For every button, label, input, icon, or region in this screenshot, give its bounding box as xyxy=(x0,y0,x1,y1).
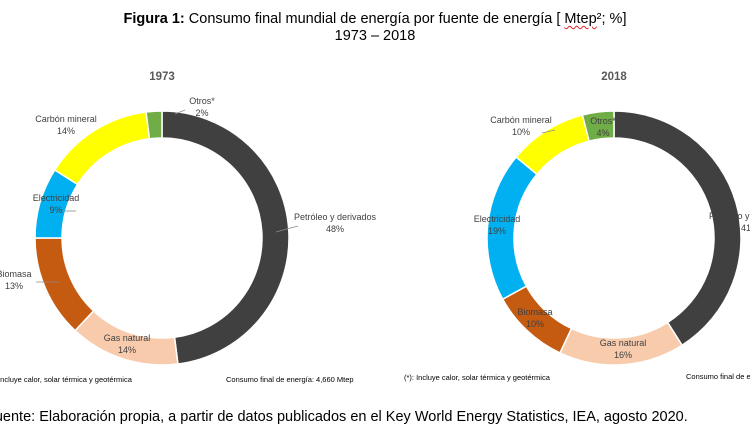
slice-label: Otros* xyxy=(189,96,215,106)
slice-label: Biomasa xyxy=(517,307,552,317)
slice-value-label: 16% xyxy=(614,350,632,360)
slice-label: Otros* xyxy=(590,116,616,126)
slice-value-label: 2% xyxy=(195,108,208,118)
slice-value-label: 19% xyxy=(488,226,506,236)
slice-label: Carbón mineral xyxy=(35,114,97,124)
footnote-text: (*): Incluye calor, solar térmica y geot… xyxy=(0,375,133,384)
donut-slice xyxy=(161,110,290,365)
slice-label: Electricidad xyxy=(474,214,521,224)
label-leader-line xyxy=(541,129,556,134)
slice-value-label: 41% xyxy=(741,223,750,233)
figure-period: 1973 – 2018 xyxy=(334,28,416,44)
donut-title: 2018 xyxy=(601,71,627,83)
slice-label: Biomasa xyxy=(0,269,32,279)
figure-title-unit-tail: ²; %] xyxy=(596,11,627,27)
figure-title-unit: Mtep xyxy=(564,11,597,27)
slice-label: Petróleo y derivados xyxy=(294,212,377,222)
donut-slice xyxy=(581,110,615,143)
donut-chart-2018: 2018 Petróleo y derivados 41% Gas natural 16… xyxy=(404,71,750,382)
slice-value-label: 4% xyxy=(596,128,609,138)
slice-label: Electricidad xyxy=(33,193,80,203)
slice-label: Gas natural xyxy=(104,333,151,343)
footnote-text: (*): Incluye calor, solar térmica y geot… xyxy=(404,373,551,382)
slice-value-label: 14% xyxy=(57,126,75,136)
slice-label: Gas natural xyxy=(600,338,647,348)
slice-value-label: 10% xyxy=(526,319,544,329)
slice-value-label: 14% xyxy=(118,345,136,355)
source-note: Fuente: Elaboración propia, a partir de … xyxy=(0,409,688,425)
slice-value-label: 48% xyxy=(326,224,344,234)
donut-chart-1973: 1973 Petróleo y derivados 48% Gas natural 14… xyxy=(0,71,377,384)
label-leader-line xyxy=(174,109,186,115)
figure-title-text: Consumo final mundial de energía por fue… xyxy=(184,11,561,27)
label-leader-line xyxy=(275,225,299,233)
slice-value-label: 10% xyxy=(512,127,530,137)
donut-slice xyxy=(145,110,163,140)
slice-value-label: 13% xyxy=(5,281,23,291)
total-consumption-text: Consumo final de energía: 9,938 Mtep xyxy=(686,372,750,381)
source-text: Fuente: Elaboración propia, a partir de … xyxy=(0,409,688,425)
figure-label: Figura 1: xyxy=(123,11,185,27)
slice-label: Carbón mineral xyxy=(490,115,552,125)
donut-title: 1973 xyxy=(149,71,175,83)
donut-slice xyxy=(613,110,742,347)
slice-value-label: 9% xyxy=(49,205,62,215)
total-consumption-text: Consumo final de energía: 4,660 Mtep xyxy=(226,375,354,384)
figure-title: Figura 1: Consumo final mundial de energ… xyxy=(0,11,750,45)
slice-label: Petróleo y derivados xyxy=(709,211,750,221)
donut-slice xyxy=(34,237,95,332)
